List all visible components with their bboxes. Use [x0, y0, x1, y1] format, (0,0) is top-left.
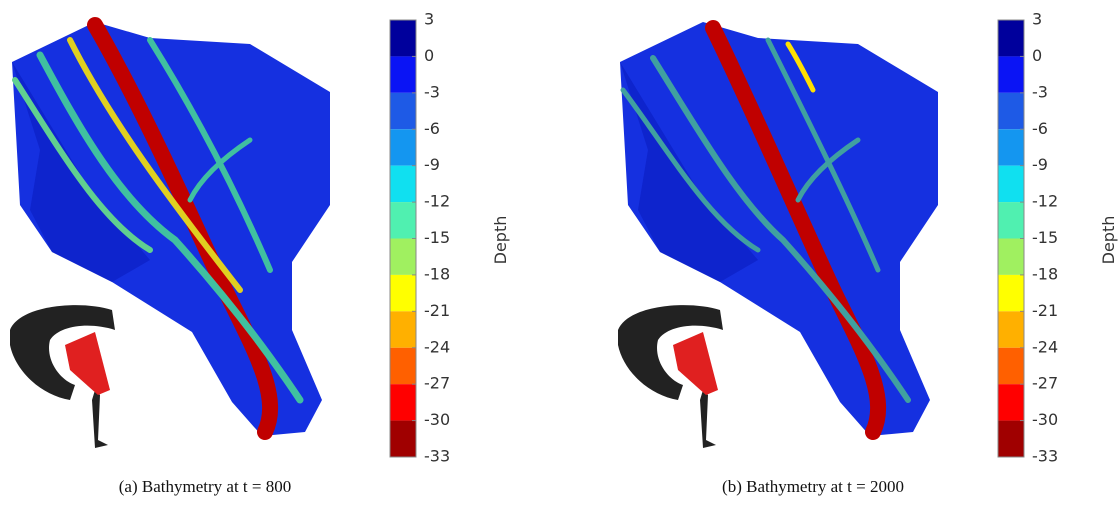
colorbar-label: Depth [1099, 216, 1118, 265]
colorbar-tick-label: -18 [1032, 264, 1058, 283]
colorbar-band [998, 165, 1024, 203]
colorbar-tick-label: -24 [424, 337, 450, 356]
colorbar-band [998, 420, 1024, 457]
channel [650, 55, 911, 403]
channel [785, 41, 816, 93]
colorbar-band [390, 20, 416, 57]
colorbar-tick-label: -12 [424, 192, 450, 211]
channel [12, 77, 153, 253]
inset-river [92, 390, 108, 448]
colorbar-band [998, 56, 1024, 93]
colorbar-tick-label: -3 [424, 82, 440, 101]
channel [620, 87, 761, 253]
colorbar-tick-label: -3 [1032, 82, 1048, 101]
colorbar-band [390, 165, 416, 203]
colorbar-band [998, 92, 1024, 130]
channel [765, 37, 881, 273]
colorbar-band [390, 202, 416, 239]
caption: (a) Bathymetry at t = 800 [119, 477, 291, 496]
colorbar-band [390, 56, 416, 93]
colorbar-tick-label: -27 [424, 374, 450, 393]
colorbar-tick-label: -6 [1032, 119, 1048, 138]
colorbar-tick-label: -15 [424, 228, 450, 247]
colorbar-band [390, 420, 416, 457]
colorbar-tick-label: -30 [1032, 410, 1058, 429]
channel [705, 20, 887, 440]
seabed-shade [12, 62, 150, 282]
colorbar-band [390, 347, 416, 385]
colorbar-tick-label: -33 [424, 447, 450, 466]
inset-river [700, 390, 716, 448]
colorbar-tick-label: -12 [1032, 192, 1058, 211]
colorbar-tick-label: 3 [424, 10, 434, 29]
colorbar-tick-label: -33 [1032, 447, 1058, 466]
inset-region [673, 332, 718, 395]
colorbar-label: Depth [491, 216, 510, 265]
colorbar-tick-label: -9 [424, 155, 440, 174]
colorbar-band [998, 347, 1024, 385]
colorbar-tick-label: -9 [1032, 155, 1048, 174]
colorbar-band [390, 129, 416, 166]
channel [36, 51, 304, 404]
channel [795, 137, 861, 203]
colorbar-band [998, 238, 1024, 275]
colorbar-tick-label: -21 [424, 301, 450, 320]
colorbar-band [390, 92, 416, 130]
inset-coast [10, 305, 115, 400]
colorbar-tick-label: -15 [1032, 228, 1058, 247]
colorbar-tick-label: 3 [1032, 10, 1042, 29]
colorbar-band [390, 311, 416, 348]
colorbar-band [998, 274, 1024, 312]
colorbar-band [390, 274, 416, 312]
colorbar-band [998, 202, 1024, 239]
colorbar-tick-label: 0 [1032, 46, 1042, 65]
channel [87, 17, 279, 440]
colorbar-band [998, 129, 1024, 166]
inset-region [65, 332, 110, 395]
channel [187, 137, 253, 203]
inset-coast [618, 305, 723, 400]
colorbar-band [390, 384, 416, 421]
panel: 3 0 -3 -6 -9 -12 -15 -18 -21 -24 -27 -30 -33 Depth (a)… [10, 10, 510, 496]
panel: 3 0 -3 -6 -9 -12 -15 -18 -21 -24 -27 -30 -33 Depth (b)… [618, 10, 1118, 496]
channel [147, 37, 273, 273]
colorbar-tick-label: -24 [1032, 337, 1058, 356]
colorbar-band [390, 238, 416, 275]
seabed-shade [620, 62, 758, 282]
colorbar-tick-label: 0 [424, 46, 434, 65]
colorbar-tick-label: -18 [424, 264, 450, 283]
colorbar-tick-label: -21 [1032, 301, 1058, 320]
caption: (b) Bathymetry at t = 2000 [722, 477, 904, 496]
colorbar-tick-label: -30 [424, 410, 450, 429]
colorbar-band [998, 20, 1024, 57]
colorbar-tick-label: -6 [424, 119, 440, 138]
channel [67, 37, 243, 293]
colorbar-tick-label: -27 [1032, 374, 1058, 393]
colorbar-band [998, 384, 1024, 421]
colorbar-band [998, 311, 1024, 348]
